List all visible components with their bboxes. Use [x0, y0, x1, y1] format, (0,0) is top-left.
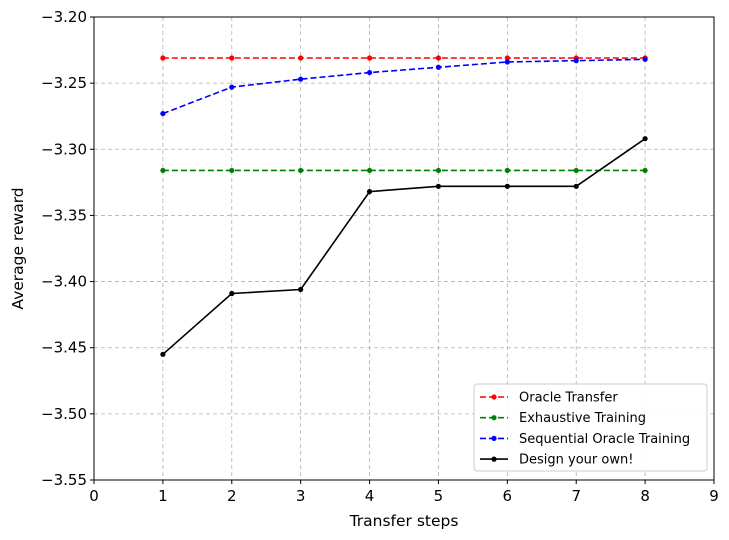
data-point-oracle-transfer [160, 55, 166, 61]
data-point-exhaustive-training [160, 167, 166, 174]
data-point-design-your-own [366, 189, 373, 195]
legend-marker-exhaustive-training [491, 415, 497, 421]
x-tick-label: 1 [158, 487, 168, 505]
legend-box [473, 383, 708, 472]
data-point-oracle-transfer [298, 55, 304, 61]
legend-label-oracle-transfer: Oracle Transfer [519, 391, 618, 406]
data-point-exhaustive-training [642, 167, 648, 174]
data-point-sequential-oracle-training [504, 59, 510, 65]
y-axis-label: Average reward [9, 187, 27, 309]
data-point-exhaustive-training [229, 167, 235, 174]
data-point-sequential-oracle-training [642, 56, 648, 62]
x-tick-label: 9 [709, 487, 719, 505]
x-tick-label: 4 [365, 487, 375, 505]
x-tick-label: 2 [227, 487, 237, 505]
axis-ticks: 0 1 2 3 4 5 6 7 8 9 −3.20 −3.25 −3.30 −3.35 −3.40 −3.45… [41, 8, 719, 505]
legend-label-exhaustive-training: Exhaustive Training [519, 411, 646, 426]
x-tick-label: 0 [89, 487, 99, 505]
data-point-sequential-oracle-training [229, 84, 235, 90]
legend-marker-oracle-transfer [491, 394, 497, 400]
plot-frame [93, 16, 715, 481]
x-tick-label: 5 [434, 487, 444, 505]
y-tick-label: −3.40 [41, 273, 87, 291]
data-point-sequential-oracle-training [160, 110, 166, 117]
data-point-design-your-own [642, 136, 648, 142]
y-tick-label: −3.20 [41, 8, 87, 26]
y-tick-label: −3.30 [41, 140, 87, 158]
legend-marker-sequential-oracle-training [491, 435, 497, 441]
legend-marker-design-your-own [491, 456, 497, 462]
legend: Oracle Transfer Exhaustive Training Sequen… [473, 383, 708, 472]
y-tick-label: −3.50 [41, 405, 87, 423]
data-point-oracle-transfer [435, 55, 442, 61]
data-point-oracle-transfer [366, 55, 373, 61]
data-point-oracle-transfer [229, 55, 235, 61]
data-point-exhaustive-training [298, 167, 304, 174]
series-line-design-your-own [162, 138, 646, 355]
legend-label-sequential-oracle-training: Sequential Oracle Training [519, 432, 690, 447]
legend-label-design-your-own: Design your own! [519, 453, 633, 468]
data-point-sequential-oracle-training [366, 69, 373, 76]
data-point-exhaustive-training [366, 167, 373, 174]
data-point-design-your-own [298, 286, 304, 293]
x-tick-label: 6 [503, 487, 513, 505]
x-tick-label: 3 [296, 487, 306, 505]
data-point-design-your-own [504, 183, 510, 189]
x-tick-label: 7 [571, 487, 581, 505]
data-point-design-your-own [160, 351, 166, 357]
data-point-sequential-oracle-training [435, 64, 442, 70]
data-point-exhaustive-training [573, 167, 579, 174]
y-tick-label: −3.45 [41, 339, 87, 357]
y-tick-label: −3.35 [41, 206, 87, 224]
data-point-exhaustive-training [504, 167, 510, 174]
data-point-sequential-oracle-training [573, 58, 579, 64]
y-tick-label: −3.55 [41, 471, 87, 489]
data-point-design-your-own [435, 183, 442, 189]
series-lines [160, 55, 648, 357]
series-line-sequential-oracle-training [162, 58, 646, 115]
data-point-design-your-own [229, 290, 235, 297]
x-axis-label: Transfer steps [349, 512, 459, 530]
data-point-oracle-transfer [504, 55, 510, 61]
y-tick-label: −3.25 [41, 74, 87, 92]
data-point-design-your-own [573, 183, 579, 189]
x-tick-label: 8 [640, 487, 650, 505]
data-point-sequential-oracle-training [298, 76, 304, 82]
data-point-exhaustive-training [435, 167, 442, 174]
